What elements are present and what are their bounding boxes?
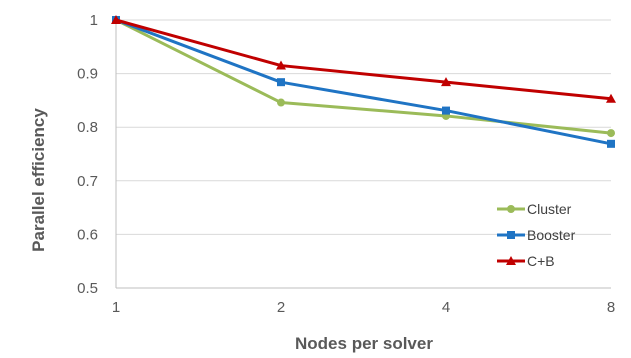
legend-swatch-marker: [507, 205, 515, 213]
data-point-c-b: [111, 15, 121, 24]
data-point-booster: [607, 139, 615, 148]
x-tick-label: 4: [442, 299, 450, 316]
x-tick-label: 1: [112, 299, 120, 316]
y-tick-labels: 0.5 0.6 0.7 0.8 0.9 1: [77, 12, 98, 297]
legend-label: Booster: [527, 227, 576, 243]
data-point-c-b: [276, 60, 286, 70]
data-point-cluster: [607, 129, 615, 138]
legend-label: C+B: [527, 253, 555, 269]
y-tick-label: 0.8: [77, 119, 98, 136]
y-tick-label: 0.6: [77, 226, 98, 243]
data-point-cluster: [277, 98, 285, 107]
y-tick-label: 0.5: [77, 280, 98, 297]
legend-item-c-b: C+B: [497, 253, 555, 269]
gridlines: [116, 19, 611, 235]
x-tick-label: 2: [277, 299, 285, 316]
series-layer: [111, 15, 616, 148]
series-c-b: [111, 15, 616, 103]
axes: [115, 20, 611, 289]
y-tick-label: 0.9: [77, 66, 98, 83]
legend-item-cluster: Cluster: [497, 201, 572, 217]
x-axis-title: Nodes per solver: [295, 334, 433, 353]
y-axis-title: Parallel efficiency: [29, 108, 48, 252]
legend-swatch-marker: [507, 231, 515, 239]
series-line-c-b: [115, 18, 612, 101]
x-tick-label: 8: [607, 299, 615, 316]
x-tick-labels: 1 2 4 8: [112, 299, 615, 316]
legend-label: Cluster: [527, 201, 572, 217]
legend-swatch-marker: [506, 256, 516, 265]
series-line-booster: [115, 18, 612, 146]
data-point-booster: [442, 106, 450, 115]
series-line-cluster: [115, 18, 612, 135]
data-point-c-b: [606, 93, 616, 103]
data-point-booster: [277, 78, 285, 87]
series-cluster: [112, 16, 615, 138]
data-point-c-b: [441, 77, 451, 87]
legend: Cluster Booster C+B: [497, 201, 576, 269]
y-tick-label: 1: [90, 12, 98, 29]
series-booster: [112, 16, 615, 148]
legend-item-booster: Booster: [497, 227, 576, 243]
y-tick-label: 0.7: [77, 173, 98, 190]
